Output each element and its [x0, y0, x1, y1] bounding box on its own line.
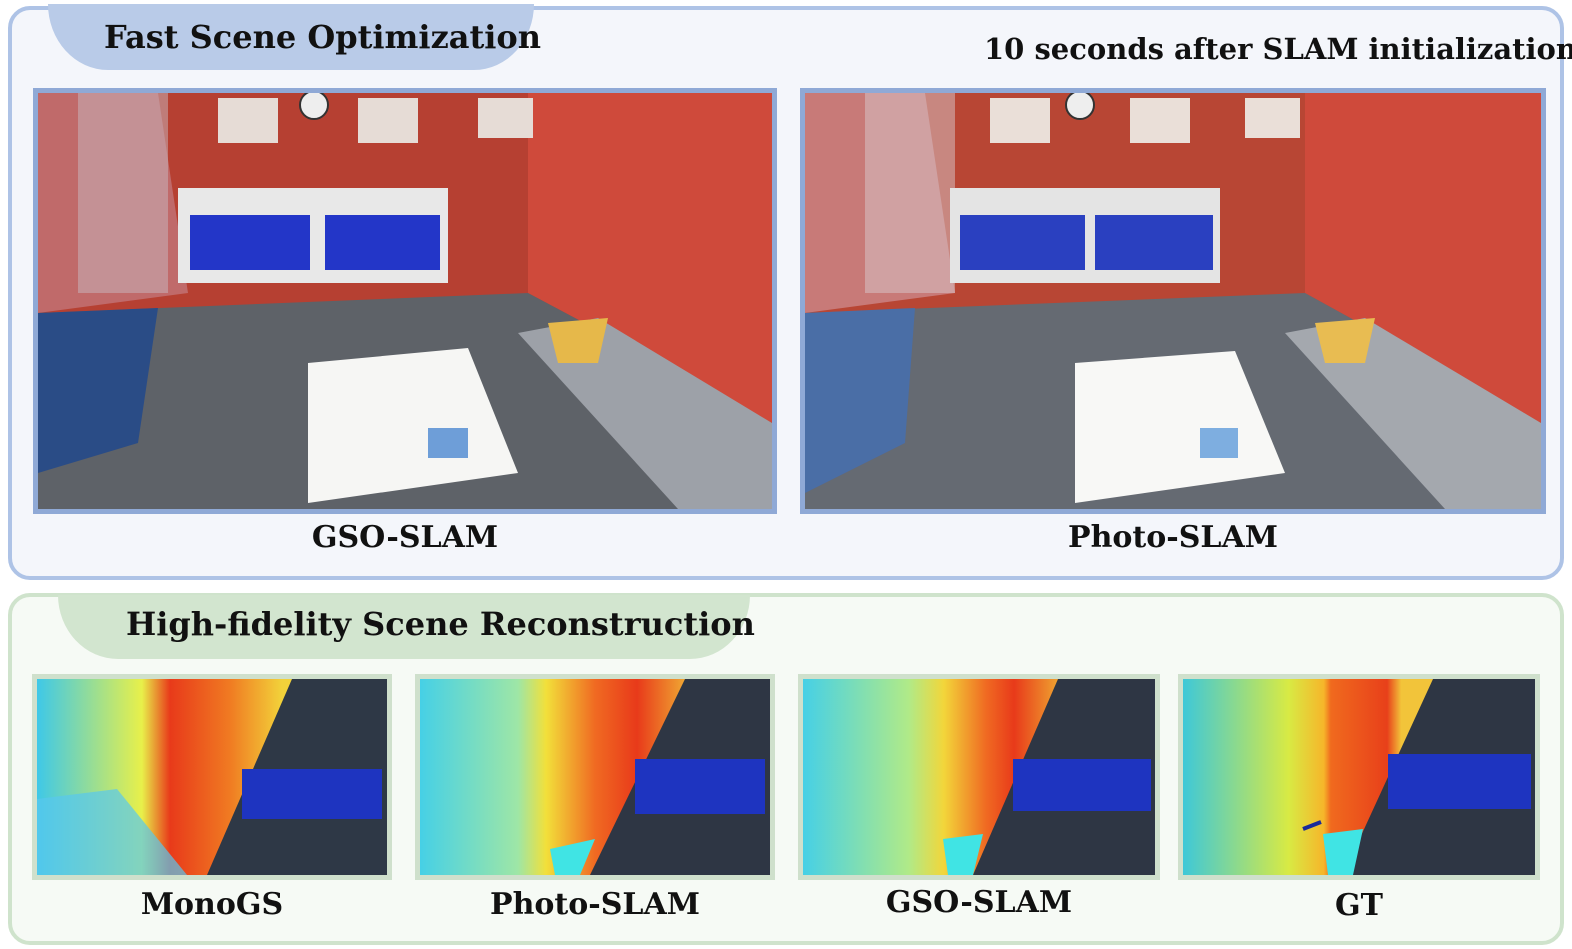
- reconstruction-tab: High-fidelity Scene Reconstruction: [58, 595, 755, 659]
- monogs-caption: MonoGS: [140, 887, 284, 922]
- gt-caption: GT: [1335, 888, 1383, 923]
- fast-optimization-title: Fast Scene Optimization: [104, 18, 542, 56]
- time-after-init-label: 10 seconds after SLAM initialization: [984, 32, 1572, 66]
- monogs-depth-image: [32, 674, 392, 880]
- photo-slam-depth-image: [415, 674, 775, 880]
- photo-slam-render-image: [800, 88, 1546, 514]
- gso-slam-render-image: [33, 88, 777, 514]
- photo-slam-depth-caption: Photo-SLAM: [490, 887, 700, 922]
- photo-slam-caption: Photo-SLAM: [1068, 520, 1278, 555]
- reconstruction-title: High-fidelity Scene Reconstruction: [126, 605, 755, 643]
- gt-depth-image: [1178, 674, 1540, 880]
- gso-slam-depth-caption: GSO-SLAM: [885, 885, 1073, 920]
- fast-optimization-tab: Fast Scene Optimization: [48, 4, 541, 70]
- gso-slam-depth-image: [798, 674, 1160, 880]
- gso-slam-caption: GSO-SLAM: [311, 520, 499, 555]
